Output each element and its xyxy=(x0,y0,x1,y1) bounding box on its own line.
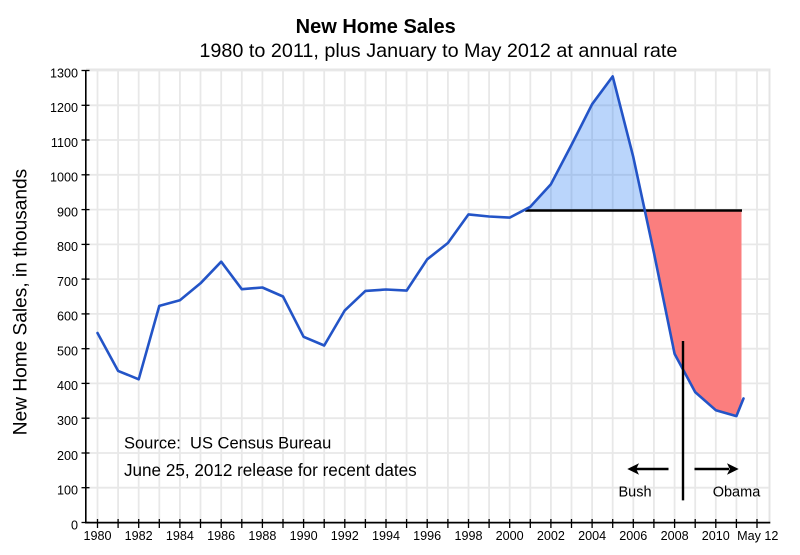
svg-text:100: 100 xyxy=(57,484,78,498)
svg-text:300: 300 xyxy=(57,414,78,428)
svg-text:May 12: May 12 xyxy=(737,529,778,543)
svg-text:500: 500 xyxy=(57,345,78,359)
svg-text:200: 200 xyxy=(57,449,78,463)
svg-text:600: 600 xyxy=(57,310,78,324)
svg-text:800: 800 xyxy=(57,240,78,254)
svg-text:1988: 1988 xyxy=(248,529,276,543)
svg-text:2008: 2008 xyxy=(661,529,689,543)
svg-text:1994: 1994 xyxy=(372,529,400,543)
svg-text:700: 700 xyxy=(57,275,78,289)
svg-text:400: 400 xyxy=(57,379,78,393)
svg-text:2004: 2004 xyxy=(578,529,606,543)
svg-text:1992: 1992 xyxy=(331,529,359,543)
svg-text:1982: 1982 xyxy=(125,529,153,543)
svg-text:Obama: Obama xyxy=(713,484,761,500)
svg-text:1980 to 2011, plus January to: 1980 to 2011, plus January to May 2012 a… xyxy=(199,40,677,62)
svg-text:2002: 2002 xyxy=(537,529,565,543)
svg-text:1998: 1998 xyxy=(454,529,482,543)
svg-text:2010: 2010 xyxy=(702,529,730,543)
svg-text:1980: 1980 xyxy=(83,529,111,543)
svg-text:1200: 1200 xyxy=(50,101,78,115)
svg-text:New Home Sales: New Home Sales xyxy=(296,16,456,38)
svg-text:Bush: Bush xyxy=(618,484,651,500)
svg-text:New Home Sales, in thousands: New Home Sales, in thousands xyxy=(11,169,32,435)
svg-text:1000: 1000 xyxy=(50,171,78,185)
svg-text:0: 0 xyxy=(71,518,78,532)
svg-text:1100: 1100 xyxy=(51,136,78,150)
svg-text:June 25, 2012 release for rece: June 25, 2012 release for recent dates xyxy=(124,461,417,480)
svg-text:1996: 1996 xyxy=(413,529,441,543)
svg-text:1984: 1984 xyxy=(166,529,194,543)
svg-text:2006: 2006 xyxy=(619,529,647,543)
svg-text:900: 900 xyxy=(57,205,78,219)
svg-text:1990: 1990 xyxy=(290,529,318,543)
svg-text:1986: 1986 xyxy=(207,529,235,543)
svg-text:Source: US Census Bureau: Source: US Census Bureau xyxy=(124,434,331,452)
svg-text:2000: 2000 xyxy=(496,529,524,543)
svg-text:1300: 1300 xyxy=(50,66,78,80)
